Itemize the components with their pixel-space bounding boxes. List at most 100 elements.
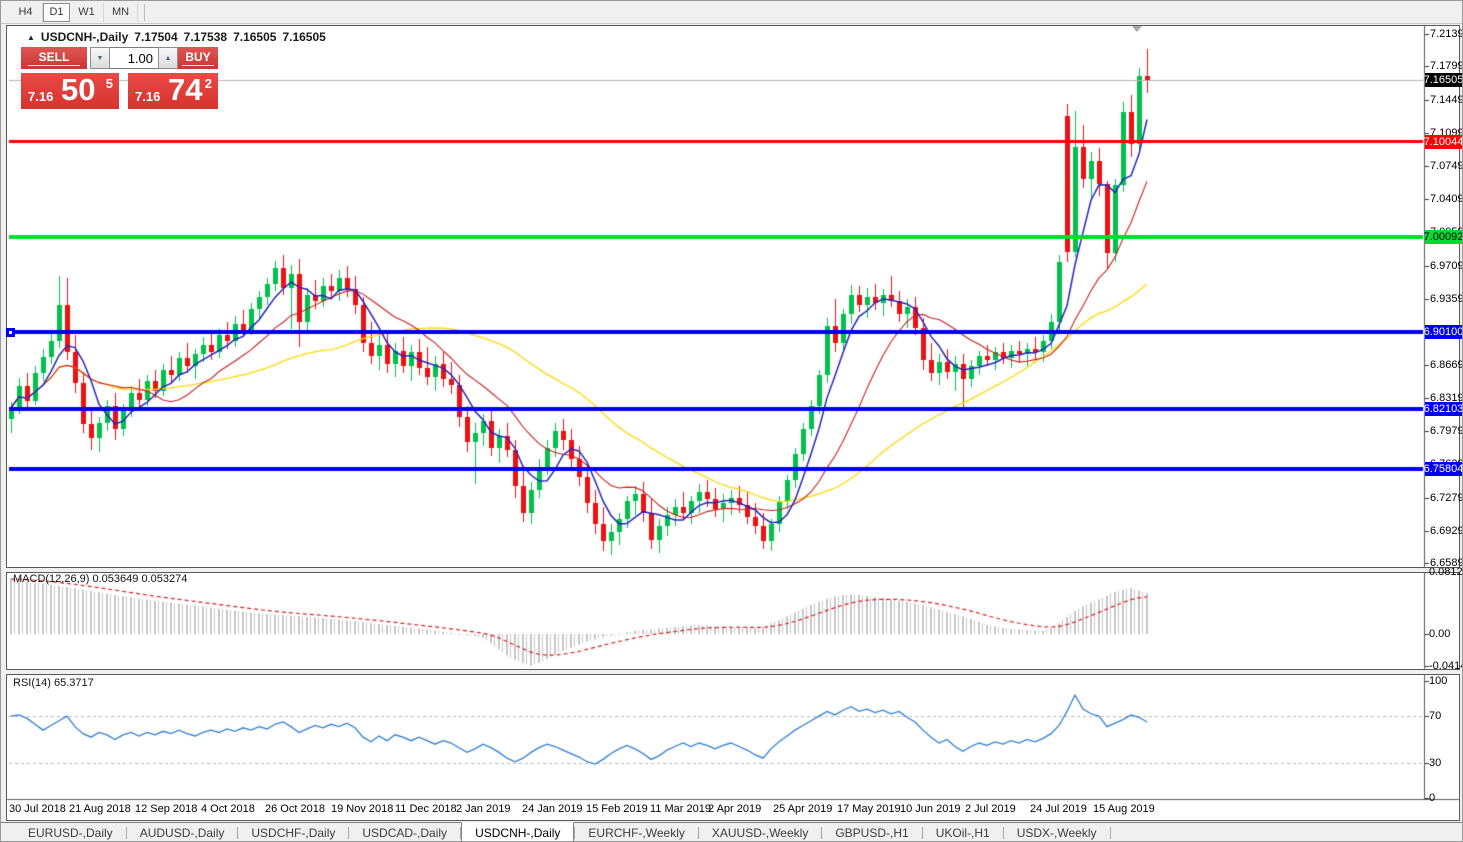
sell-button[interactable]: SELL	[21, 47, 87, 69]
tab-separator	[237, 827, 239, 839]
rsi-axis-label: 30	[1429, 756, 1442, 769]
bid-price-pip: 5	[105, 76, 113, 91]
hline-anchor-marker[interactable]	[6, 327, 15, 337]
macd-signal-value: 0.053274	[141, 573, 188, 585]
trade-controls-row: SELL ▼ ▲ BUY	[21, 47, 218, 69]
bid-price-prefix: 7.16	[28, 89, 54, 104]
ohlc-close: 7.16505	[282, 30, 326, 44]
tab-separator	[574, 827, 576, 839]
spin-down-icon: ▼	[96, 54, 104, 62]
price-tick-label: 6.97090	[1430, 259, 1462, 272]
symbol-tab[interactable]: USDCNH-,Daily	[461, 822, 575, 841]
date-axis-label: 17 May 2019	[837, 803, 901, 815]
symbol-tab[interactable]: USDCAD-,Daily	[362, 826, 448, 840]
buy-underline	[182, 65, 214, 66]
ohlc-high: 7.17538	[183, 30, 228, 44]
buy-button-label: BUY	[185, 50, 211, 64]
price-tick-label: 6.93590	[1430, 293, 1462, 306]
tab-separator	[1002, 827, 1004, 839]
date-axis-label: 11 Dec 2018	[395, 803, 457, 815]
symbol-tab[interactable]: AUDUSD-,Daily	[139, 826, 225, 840]
date-axis-label: 19 Nov 2018	[331, 803, 394, 815]
macd-name: MACD(12,26,9)	[13, 573, 90, 585]
rsi-axis-label: 70	[1429, 710, 1442, 723]
date-axis-label: 26 Oct 2018	[265, 803, 325, 815]
chart-symbol-label: USDCNH-,Daily	[40, 30, 129, 44]
date-axis-label: 15 Feb 2019	[586, 803, 648, 815]
volume-increase-button[interactable]: ▲	[158, 47, 178, 69]
chart-title: ▲ USDCNH-,Daily 7.17504 7.17538 7.16505 …	[27, 30, 326, 44]
rsi-name: RSI(14)	[13, 677, 51, 689]
price-tick-label: 6.79790	[1430, 424, 1462, 437]
spin-up-icon: ▲	[164, 54, 172, 62]
symbol-tab[interactable]: USDCHF-,Daily	[251, 826, 336, 840]
macd-axis-label: 0.00	[1429, 628, 1451, 640]
macd-axis-label: -0.041412	[1429, 659, 1462, 672]
volume-input[interactable]	[110, 47, 158, 69]
price-tick-label: 7.17990	[1430, 60, 1462, 73]
date-axis-label: 24 Jan 2019	[522, 803, 583, 815]
symbol-tab[interactable]: UKOil-,H1	[935, 826, 990, 840]
symbol-tab[interactable]: EURCHF-,Weekly	[588, 826, 685, 840]
date-axis-label: 25 Apr 2019	[773, 803, 833, 815]
collapse-triangle-icon[interactable]: ▲	[27, 32, 35, 42]
ask-price-pip: 2	[204, 76, 212, 91]
date-axis-label: 30 Jul 2018	[9, 803, 66, 815]
ask-price-big: 74	[168, 72, 203, 107]
tab-separator	[1109, 827, 1111, 839]
macd-main-value: 0.053649	[92, 573, 139, 585]
date-axis-label: 2 Apr 2019	[708, 803, 762, 815]
rsi-panel-splitter[interactable]	[6, 669, 1460, 675]
volume-decrease-button[interactable]: ▼	[90, 47, 110, 69]
ask-price-box[interactable]: 7.16 74 2	[128, 72, 218, 109]
price-tick-label: 7.21390	[1430, 27, 1462, 40]
symbol-tab-bar: EURUSD-,Daily AUDUSD-,Daily USDCHF-,Daily U…	[1, 822, 1462, 841]
date-axis-label: 21 Aug 2018	[69, 803, 131, 815]
ask-price-prefix: 7.16	[135, 89, 161, 104]
symbol-tab[interactable]: GBPUSD-,H1	[835, 826, 909, 840]
date-axis-label: 2 Jan 2019	[456, 803, 511, 815]
price-level-badge: 6.82103	[1423, 401, 1463, 416]
chart-shift-marker-icon[interactable]	[1132, 26, 1142, 32]
rsi-axis-label: 0	[1429, 792, 1436, 804]
symbol-tab[interactable]: USDX-,Weekly	[1016, 826, 1097, 840]
tab-separator	[125, 827, 127, 839]
tab-separator	[697, 827, 699, 839]
sell-button-label: SELL	[38, 50, 70, 64]
price-level-badge: 6.90100	[1423, 325, 1463, 340]
price-tick-label: 6.65890	[1430, 557, 1462, 570]
price-level-badge: 6.75804	[1423, 461, 1463, 476]
price-tick-label: 7.07490	[1430, 160, 1462, 173]
tab-separator	[821, 827, 823, 839]
date-axis-label: 4 Oct 2018	[201, 803, 255, 815]
tab-separator	[460, 827, 462, 839]
price-tick-label: 6.86690	[1430, 358, 1462, 371]
ohlc-low: 7.16505	[233, 30, 277, 44]
macd-axis-label: 0.081265	[1429, 565, 1463, 578]
price-tick-label: 7.04090	[1430, 192, 1462, 205]
ohlc-open: 7.17504	[134, 30, 178, 44]
sell-underline	[27, 65, 81, 66]
macd-panel-splitter[interactable]	[6, 567, 1460, 573]
price-level-badge: 7.00092	[1423, 229, 1463, 244]
price-tick-label: 6.69290	[1430, 525, 1462, 538]
current-price-badge: 7.16505	[1423, 73, 1463, 88]
symbol-tab[interactable]: XAUUSD-,Weekly	[711, 826, 809, 840]
buy-button[interactable]: BUY	[178, 47, 218, 69]
tab-separator	[921, 827, 923, 839]
symbol-tab[interactable]: EURUSD-,Daily	[28, 826, 113, 840]
rsi-value: 65.3717	[53, 677, 94, 689]
bid-price-big: 50	[61, 72, 96, 107]
rsi-label: RSI(14) 65.3717	[13, 677, 94, 689]
rsi-axis-label: 100	[1429, 675, 1448, 687]
date-axis-label: 11 Mar 2019	[650, 803, 711, 815]
date-axis-label: 15 Aug 2019	[1093, 803, 1155, 815]
date-axis-label: 12 Sep 2018	[135, 803, 198, 815]
price-tick-label: 6.83190	[1430, 392, 1462, 405]
date-axis-label: 10 Jun 2019	[900, 803, 961, 815]
macd-label: MACD(12,26,9) 0.053649 0.053274	[13, 573, 187, 585]
bid-price-box[interactable]: 7.16 50 5	[21, 72, 119, 109]
date-axis-label: 24 Jul 2019	[1030, 803, 1087, 815]
